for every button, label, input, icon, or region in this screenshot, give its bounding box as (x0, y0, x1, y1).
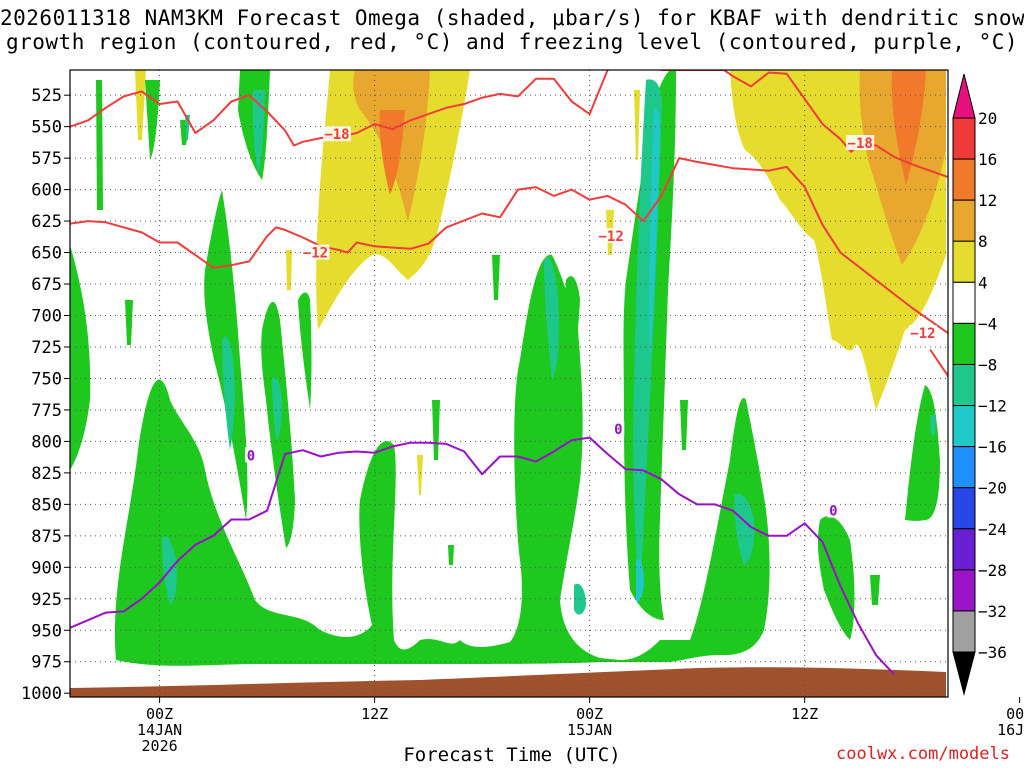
y-tick-label: 850 (31, 495, 62, 515)
y-tick-label: 800 (31, 432, 62, 452)
y-tick-label: 550 (31, 118, 62, 138)
colorbar-label: −32 (978, 602, 1007, 621)
x-tick-label: 12Z (791, 705, 818, 723)
omega-strong-negative (636, 109, 660, 602)
y-tick-label: 750 (31, 369, 62, 389)
chart-title-line1: 2026011318 NAM3KM Forecast Omega (shaded… (0, 6, 1024, 30)
colorbar-swatch (952, 487, 976, 530)
x-axis-label: Forecast Time (UTC) (403, 744, 621, 766)
colorbar-label: 20 (978, 109, 997, 128)
y-tick-label: 925 (31, 590, 62, 610)
terrain (70, 667, 946, 697)
colorbar-label: −16 (978, 438, 1007, 457)
y-tick-label: 675 (31, 275, 62, 295)
colorbar-swatch (952, 117, 976, 160)
x-tick-label: 14JAN (137, 721, 182, 739)
y-tick-label: 875 (31, 527, 62, 547)
chart-title-line2: growth region (contoured, red, °C) and f… (5, 30, 1019, 54)
y-tick-label: 775 (31, 401, 62, 421)
colorbar-swatch (952, 199, 976, 242)
colorbar-label: −12 (978, 397, 1007, 416)
colorbar-swatch (952, 240, 976, 283)
colorbar-label: −20 (978, 479, 1007, 498)
y-tick-label: 700 (31, 307, 62, 327)
colorbar-swatch (952, 322, 976, 365)
colorbar-swatch (952, 569, 976, 612)
y-tick-label: 625 (31, 212, 62, 232)
x-tick-label: 16JAN (997, 721, 1024, 739)
y-tick-label: 825 (31, 464, 62, 484)
contour-label: 0 (829, 504, 837, 520)
colorbar-bottom-arrow (952, 651, 976, 696)
colorbar-swatch (952, 528, 976, 571)
contour-label: −12 (910, 326, 935, 342)
colorbar-swatch (952, 446, 976, 489)
contour-label-bg (322, 126, 351, 142)
colorbar: 20 16 12 8 4 −4 −8 −12 −16 −20 −24 −28 −32 −36 (952, 73, 1007, 696)
contour-label-bg (827, 502, 840, 518)
x-tick-label: 12Z (361, 705, 388, 723)
contour-labels: −18 −18 −12 −12 −12 0 0 0 (244, 126, 937, 520)
x-axis: 00Z14JAN202612Z00Z15JAN12Z00Z16JAN (137, 697, 1024, 755)
colorbar-label: 4 (978, 273, 988, 292)
y-tick-label: 900 (31, 558, 62, 578)
y-tick-label: 525 (31, 86, 62, 106)
contour-label-bg (612, 420, 625, 436)
colorbar-swatch (952, 610, 976, 653)
contour-label-bg (301, 244, 330, 260)
colorbar-top-arrow (952, 73, 976, 119)
colorbar-swatch (952, 281, 976, 324)
contour-label: −18 (848, 136, 873, 152)
contour-label: 0 (247, 448, 255, 464)
colorbar-label: −4 (978, 314, 997, 333)
contour-label: 0 (614, 422, 622, 438)
contour-label: −12 (303, 246, 328, 262)
y-tick-label: 950 (31, 621, 62, 641)
colorbar-label: −36 (978, 643, 1007, 662)
y-tick-label: 600 (31, 181, 62, 201)
y-tick-label: 725 (31, 338, 62, 358)
colorbar-swatch (952, 363, 976, 407)
x-tick-label: 00Z (576, 705, 603, 723)
x-tick-label: 00Z (1006, 705, 1024, 723)
credit-text: coolwx.com/models (836, 744, 1010, 764)
contour-label: −18 (324, 127, 349, 143)
plot-border (69, 69, 949, 698)
colorbar-label: −28 (978, 561, 1007, 580)
contour-label-bg (908, 325, 937, 341)
colorbar-swatch (952, 405, 976, 448)
y-tick-label: 575 (31, 149, 62, 169)
contour-label-bg (244, 447, 257, 463)
y-axis: 525 550 575 600 625 650 675 700 725 750 775 800 825 8… (21, 86, 70, 704)
y-tick-label: 975 (31, 653, 62, 673)
x-tick-label: 15JAN (567, 721, 612, 739)
colorbar-swatch (952, 158, 976, 201)
omega-strong-positive (379, 70, 926, 195)
y-tick-label: 1000 (21, 684, 62, 704)
colorbar-label: 12 (978, 191, 997, 210)
colorbar-label: −8 (978, 355, 997, 374)
colorbar-label: 16 (978, 150, 997, 169)
contour-label-bg (846, 135, 875, 151)
contour-line (70, 436, 895, 675)
contour-label: −12 (598, 229, 623, 245)
x-tick-label: 00Z (146, 705, 173, 723)
y-tick-label: 650 (31, 244, 62, 264)
colorbar-label: 8 (978, 232, 988, 251)
contour-line (70, 157, 948, 335)
x-tick-label: 2026 (142, 737, 178, 755)
colorbar-label: −24 (978, 520, 1007, 539)
contour-label-bg (597, 228, 626, 244)
